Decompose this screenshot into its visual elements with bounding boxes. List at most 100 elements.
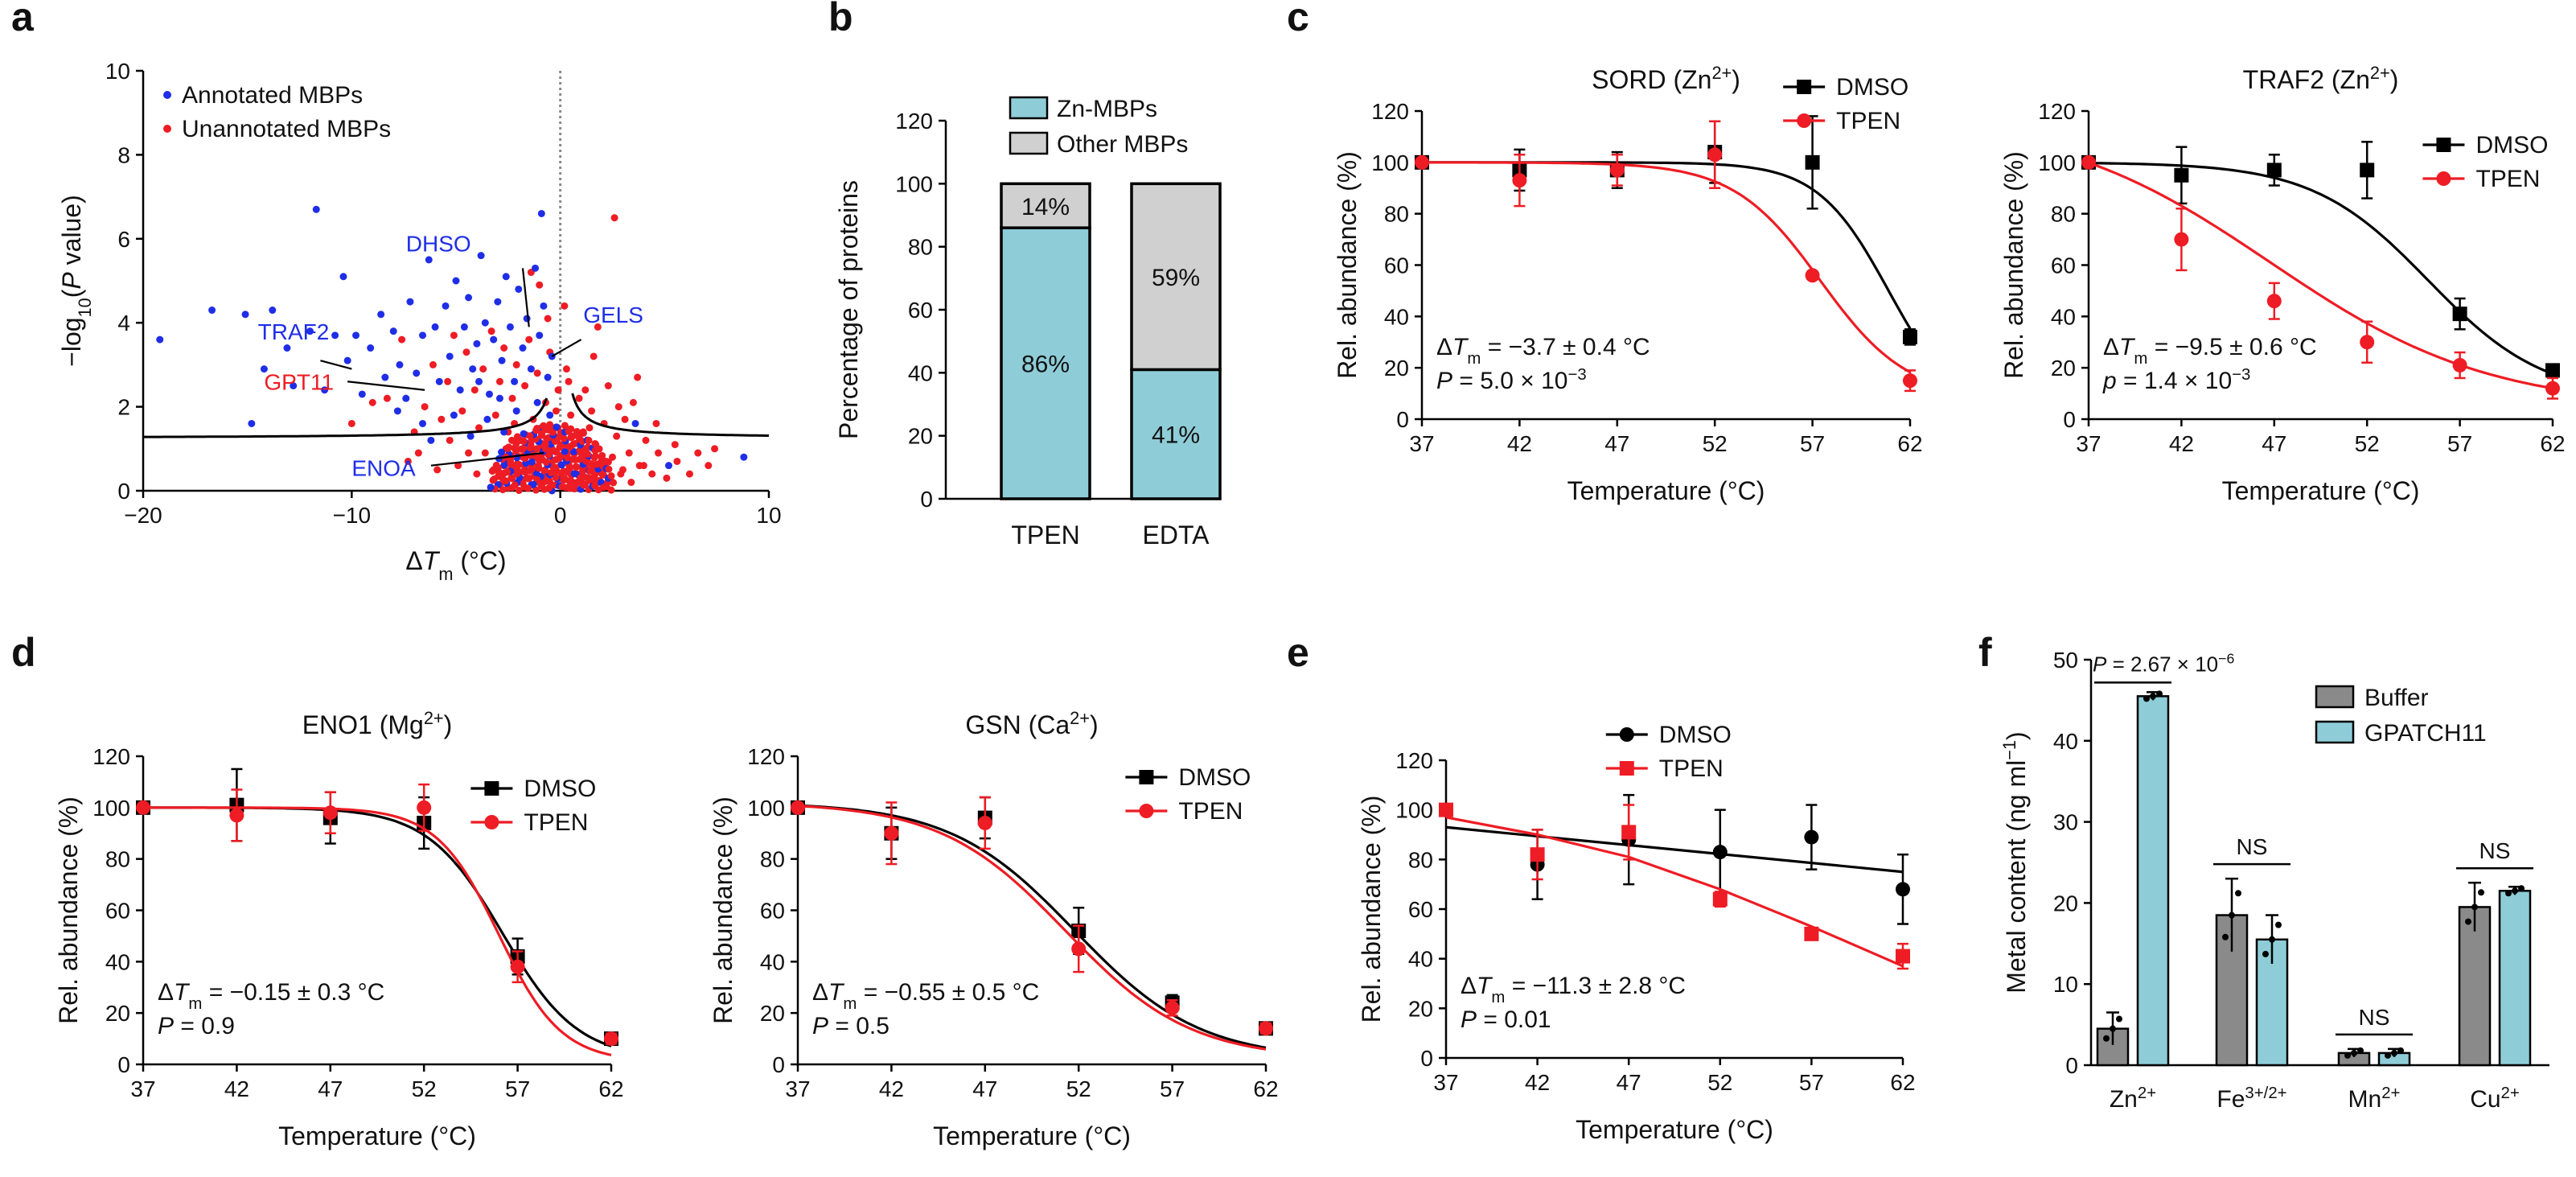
data-point-unannotated — [618, 466, 627, 474]
data-point-cluster — [528, 458, 536, 466]
data-point-annotated — [241, 311, 249, 319]
text-part: Fe — [2217, 1086, 2245, 1113]
data-point-unannotated — [521, 382, 529, 389]
annotation-leader — [320, 360, 352, 370]
data-point-unannotated — [508, 394, 516, 402]
data-point-unannotated — [512, 360, 520, 368]
text-part: 2+ — [424, 708, 444, 728]
x-tick-label: 52 — [1066, 1076, 1091, 1101]
y-tick-label: 100 — [1371, 150, 1409, 175]
data-point-cluster — [557, 461, 565, 469]
y-tick-label: 0 — [1396, 407, 1409, 432]
x-tick-label: 57 — [1800, 431, 1825, 456]
data-point-cluster — [561, 447, 569, 455]
stat-dtm: ΔTm = −0.55 ± 0.5 °C — [812, 979, 1039, 1013]
data-point-unannotated — [525, 335, 533, 344]
text-part: P — [812, 1013, 828, 1039]
x-tick-label: 47 — [1617, 1070, 1641, 1095]
replicate-dot — [2478, 889, 2484, 896]
x-tick-label: 47 — [2262, 431, 2286, 456]
data-point-annotated — [321, 386, 329, 394]
stat-dtm: ΔTm = −9.5 ± 0.6 °C — [2103, 334, 2317, 368]
y-tick-label: 20 — [760, 1001, 785, 1026]
data-point-unannotated — [383, 394, 391, 402]
data-point-annotated — [431, 323, 439, 331]
panel-title: ENO1 (Mg2+) — [302, 708, 453, 740]
data-point-unannotated — [604, 382, 612, 389]
data-point-annotated — [483, 415, 491, 423]
data-point-unannotated — [491, 411, 499, 419]
y-tick-label: 20 — [2051, 356, 2076, 381]
stat-p: P = 0.5 — [812, 1013, 889, 1039]
x-tick-label: 57 — [1799, 1070, 1824, 1095]
text-part: P — [57, 272, 86, 290]
x-tick-label: 62 — [2540, 431, 2565, 456]
data-point-unannotated — [629, 398, 637, 406]
text-part: SORD (Zn — [1592, 65, 1711, 94]
annotation-label: GELS — [583, 302, 643, 327]
replicate-dot — [2222, 933, 2229, 940]
y-tick-label: 100 — [92, 796, 130, 821]
data-point-tpen — [1903, 373, 1917, 389]
threshold-curve-left — [143, 397, 548, 438]
fit-curve-tpen — [2088, 161, 2553, 390]
text-part: ) — [1090, 710, 1099, 739]
data-point-unannotated — [438, 415, 446, 423]
x-tick-label: 37 — [1409, 431, 1434, 456]
data-point-unannotated — [639, 462, 647, 470]
data-point-tpen — [2081, 154, 2096, 170]
data-point-cluster — [500, 461, 508, 469]
data-point-unannotated — [473, 470, 481, 478]
data-point-annotated — [419, 419, 427, 427]
x-tick-label: 47 — [318, 1076, 343, 1101]
text-part: ENO1 (Mg — [302, 710, 424, 739]
text-part: = −9.5 ± 0.6 °C — [2147, 334, 2316, 360]
data-point-dmso — [1896, 882, 1910, 897]
replicate-dot — [2512, 887, 2518, 895]
text-part: 2+ — [2381, 1084, 2400, 1102]
x-tick-label: 57 — [2447, 431, 2472, 456]
panel-title: TRAF2 (Zn2+) — [2243, 63, 2399, 95]
data-point-tpen — [1530, 847, 1545, 862]
text-part: −6 — [2218, 650, 2234, 666]
data-point-tpen — [604, 1031, 618, 1047]
data-point-annotated — [290, 382, 298, 389]
data-point-annotated — [740, 453, 748, 461]
replicate-dot — [2229, 912, 2235, 919]
data-point-annotated — [515, 285, 523, 293]
replicate-dot — [2344, 1051, 2351, 1059]
text-part: Δ — [812, 979, 828, 1006]
legend-label: TPEN — [524, 809, 588, 836]
panel-title: GSN (Ca2+) — [965, 708, 1098, 740]
data-point-unannotated — [470, 386, 479, 394]
data-point-unannotated — [594, 323, 602, 331]
data-point-unannotated — [500, 344, 508, 352]
data-point-cluster — [519, 467, 527, 475]
data-point-cluster — [513, 433, 521, 441]
x-tick-label: TPEN — [1011, 521, 1079, 549]
legend-swatch — [2315, 685, 2355, 709]
y-tick-label: 40 — [1408, 947, 1433, 972]
data-point-annotated — [498, 356, 506, 364]
x-tick-label: 52 — [1703, 431, 1728, 456]
data-point-annotated — [419, 331, 427, 340]
data-point-annotated — [393, 407, 401, 415]
data-point-cluster — [532, 445, 540, 453]
text-part: −3 — [1567, 366, 1586, 384]
data-point-unannotated — [621, 415, 629, 423]
y-tick-label: 120 — [92, 744, 130, 769]
y-tick-label: 40 — [1384, 304, 1409, 329]
significance-label: NS — [2237, 834, 2268, 859]
legend-swatch — [2315, 720, 2355, 744]
replicate-dot — [2116, 1015, 2122, 1023]
text-part: ) — [1732, 65, 1740, 94]
x-tick-label: 47 — [972, 1076, 997, 1101]
y-tick-label: 40 — [2053, 729, 2078, 754]
data-point-tpen — [2174, 232, 2189, 247]
y-tick-label: 100 — [895, 171, 933, 196]
replicate-dot — [2518, 885, 2525, 892]
data-point-tpen — [1621, 825, 1637, 840]
data-point-cluster — [591, 452, 599, 460]
x-tick-label: 57 — [505, 1076, 530, 1101]
x-axis-label: ΔTm (°C) — [405, 546, 506, 584]
